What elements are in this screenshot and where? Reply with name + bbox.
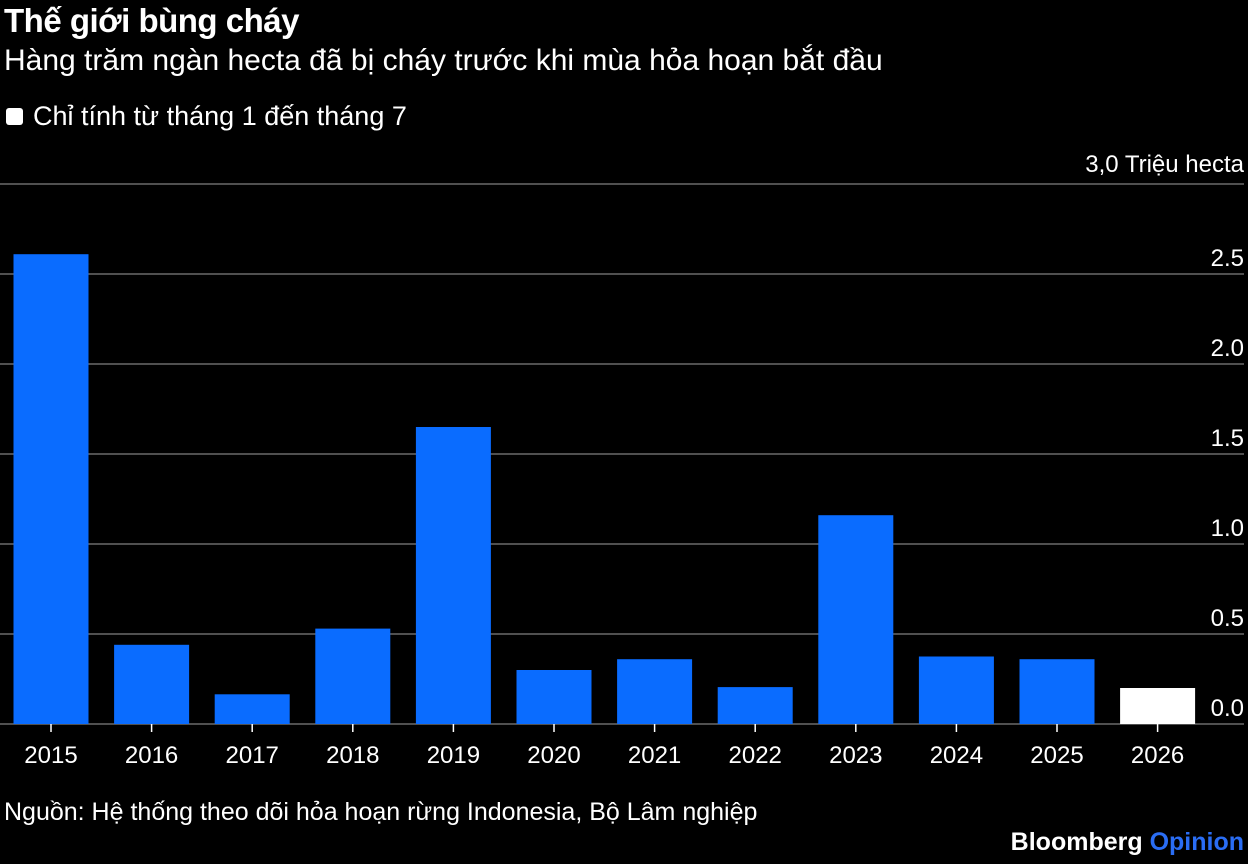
bar-2025 xyxy=(1019,659,1095,724)
brand-logo: Bloomberg Opinion xyxy=(1011,828,1244,857)
bar-2026 xyxy=(1120,688,1196,724)
bar-2022 xyxy=(717,687,793,724)
y-tick-label: 2.0 xyxy=(1211,335,1244,362)
bar-2021 xyxy=(617,659,693,724)
bar-2024 xyxy=(918,656,994,724)
x-tick-label: 2015 xyxy=(24,742,77,769)
bar-2018 xyxy=(315,628,391,724)
y-tick-label: 0.5 xyxy=(1211,605,1244,632)
x-tick-label: 2020 xyxy=(527,742,580,769)
x-axis-ticks: 2015 2016 2017 2018 2019 2020 2021 2022 2023 2024… xyxy=(24,724,1184,769)
y-tick-label: 2.5 xyxy=(1211,245,1244,272)
x-tick-label: 2025 xyxy=(1030,742,1083,769)
source-note: Nguồn: Hệ thống theo dõi hỏa hoạn rừng I… xyxy=(4,798,758,826)
y-tick-label: 0.0 xyxy=(1211,695,1244,722)
bar-2016 xyxy=(114,644,190,724)
x-tick-label: 2019 xyxy=(427,742,480,769)
y-tick-label: 1.0 xyxy=(1211,515,1244,542)
chart-title: Thế giới bùng cháy xyxy=(4,2,299,39)
x-tick-label: 2021 xyxy=(628,742,681,769)
brand-name: Bloomberg xyxy=(1010,828,1143,856)
x-tick-label: 2023 xyxy=(829,742,882,769)
chart-subtitle: Hàng trăm ngàn hecta đã bị cháy trước kh… xyxy=(4,44,883,77)
x-tick-label: 2016 xyxy=(125,742,178,769)
bar-2015 xyxy=(13,254,89,724)
x-tick-label: 2017 xyxy=(226,742,279,769)
y-tick-label: 1.5 xyxy=(1211,425,1244,452)
legend-label: Chỉ tính từ tháng 1 đến tháng 7 xyxy=(33,101,407,131)
brand-suffix: Opinion xyxy=(1149,828,1244,856)
bar-2023 xyxy=(818,515,894,724)
bar-2019 xyxy=(415,427,491,724)
x-tick-label: 2018 xyxy=(326,742,379,769)
bars xyxy=(13,254,1196,724)
legend: Chỉ tính từ tháng 1 đến tháng 7 xyxy=(4,101,407,132)
x-tick-label: 2026 xyxy=(1131,742,1184,769)
y-axis-ticks: 2.5 2.0 1.5 1.0 0.5 0.0 3,0 Triệu hecta xyxy=(1085,151,1244,722)
x-tick-label: 2022 xyxy=(729,742,782,769)
x-tick-label: 2024 xyxy=(930,742,983,769)
bar-2020 xyxy=(516,670,592,724)
y-axis-unit-label: 3,0 Triệu hecta xyxy=(1085,151,1244,178)
gridlines xyxy=(0,183,1244,725)
legend-swatch xyxy=(6,108,23,125)
bar-2017 xyxy=(214,694,290,724)
